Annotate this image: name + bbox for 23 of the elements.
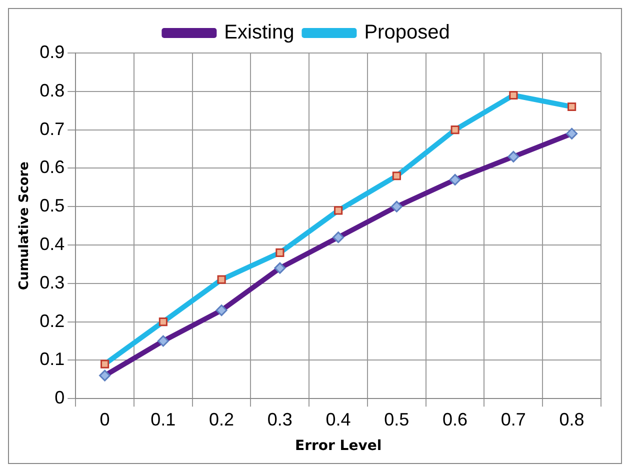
y-tick-label: 0 [54, 388, 65, 408]
x-tick-label: 0.8 [559, 409, 584, 430]
y-tick-label: 0.6 [40, 157, 65, 178]
x-axis-title: Error Level [295, 438, 382, 454]
y-tick-label: 0.5 [40, 196, 65, 216]
y-tick-label: 0.2 [40, 310, 65, 331]
x-tick-label: 0.3 [267, 409, 292, 430]
x-tick-label: 0.1 [150, 409, 176, 430]
y-tick-label: 0.4 [40, 234, 65, 254]
y-tick-label: 0.1 [40, 349, 65, 370]
x-tick-label: 0.5 [384, 409, 410, 430]
x-tick-label: 0.6 [442, 409, 468, 430]
y-axis-title: Cumulative Score [17, 161, 32, 290]
x-tick-label: 0.7 [500, 409, 526, 430]
y-tick-label: 0.9 [40, 42, 65, 62]
y-tick-label: 0.3 [40, 272, 65, 292]
x-tick-label: 0 [100, 409, 110, 430]
legend-label: Existing [224, 22, 294, 44]
y-tick-label: 0.7 [40, 118, 65, 139]
x-tick-label: 0.2 [209, 409, 234, 430]
y-tick-label: 0.8 [40, 80, 65, 100]
x-tick-label: 0.4 [326, 409, 351, 430]
legend-label: Proposed [364, 22, 450, 44]
